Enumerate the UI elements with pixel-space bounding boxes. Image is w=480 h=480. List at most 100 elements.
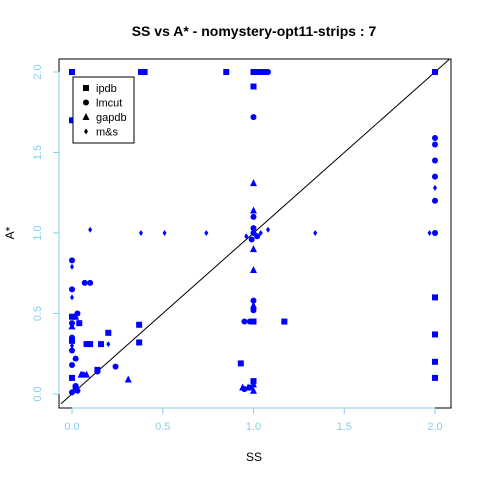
y-tick-label: 0.5 <box>32 306 44 321</box>
point-square <box>237 360 244 367</box>
point-triangle <box>124 375 132 383</box>
point-square <box>432 294 438 301</box>
point-square <box>281 318 288 325</box>
point-circle <box>81 279 88 286</box>
point-circle <box>248 236 255 243</box>
point-square <box>136 339 143 346</box>
point-cross <box>266 226 271 233</box>
legend-symbol-cross <box>84 128 88 135</box>
point-cross <box>162 230 167 236</box>
legend-symbol-circle <box>83 99 89 106</box>
point-circle <box>69 334 75 341</box>
point-circle <box>432 197 438 204</box>
legend-symbol-triangle <box>82 113 90 120</box>
point-triangle <box>250 206 257 214</box>
data-points <box>68 69 438 396</box>
point-circle <box>432 173 438 180</box>
point-triangle <box>250 301 257 309</box>
x-tick-label: 1.0 <box>246 421 261 433</box>
x-tick-label: 1.5 <box>337 421 352 433</box>
point-square <box>83 341 90 348</box>
point-square <box>137 69 144 75</box>
point-circle <box>250 114 257 121</box>
point-circle <box>254 233 261 240</box>
point-square <box>69 117 75 124</box>
point-cross <box>88 226 93 233</box>
x-tick-label: 0.0 <box>64 421 79 433</box>
legend-symbol-square <box>83 85 89 91</box>
point-square <box>432 358 438 365</box>
point-cross <box>258 230 263 236</box>
y-tick-label: 1.5 <box>32 145 44 160</box>
point-square <box>250 318 257 325</box>
point-cross <box>70 263 74 270</box>
point-circle <box>432 157 438 164</box>
point-circle <box>432 141 438 148</box>
point-triangle <box>72 312 80 320</box>
legend-label: ipdb <box>96 83 117 95</box>
point-circle <box>72 382 79 389</box>
point-square <box>98 341 105 348</box>
legend-label: lmcut <box>96 98 122 110</box>
point-circle <box>432 135 438 142</box>
point-circle <box>250 213 257 220</box>
point-circle <box>250 225 257 232</box>
chart-title: SS vs A* - nomystery-opt11-strips : 7 <box>132 23 377 39</box>
point-square <box>76 320 83 327</box>
point-square <box>255 69 262 75</box>
point-square <box>223 69 230 75</box>
y-axis-label: A* <box>3 226 17 239</box>
point-cross <box>70 294 74 301</box>
point-square <box>432 374 438 381</box>
point-triangle <box>77 370 85 378</box>
point-triangle <box>239 383 247 391</box>
point-triangle <box>250 266 257 274</box>
legend-label: gapdb <box>96 112 127 124</box>
point-circle <box>250 69 257 75</box>
point-cross <box>106 341 111 348</box>
point-triangle <box>68 322 76 330</box>
y-tick-label: 0.0 <box>32 386 44 401</box>
point-circle <box>69 257 75 264</box>
point-square <box>432 69 438 75</box>
point-circle <box>112 363 119 370</box>
point-square <box>432 331 438 338</box>
point-circle <box>265 69 272 75</box>
legend-label: m&s <box>96 127 119 139</box>
point-cross <box>204 230 209 236</box>
point-circle <box>241 318 248 325</box>
y-tick-label: 1.0 <box>32 225 44 240</box>
point-circle <box>94 368 101 375</box>
point-cross <box>138 230 143 236</box>
point-circle <box>246 318 253 325</box>
point-triangle <box>250 245 257 253</box>
point-triangle <box>244 383 252 391</box>
point-circle <box>259 69 266 75</box>
point-circle <box>74 387 81 394</box>
point-square <box>105 329 112 336</box>
y-tick-label: 2.0 <box>32 64 44 79</box>
point-triangle <box>250 380 257 388</box>
point-cross <box>70 342 74 349</box>
point-square <box>250 83 257 90</box>
point-circle <box>69 389 75 396</box>
point-circle <box>69 286 75 293</box>
point-square <box>87 341 94 348</box>
point-circle <box>69 347 75 354</box>
point-square <box>141 69 148 75</box>
point-triangle <box>250 386 257 394</box>
point-triangle <box>250 179 257 187</box>
x-tick-label: 2.0 <box>427 421 442 433</box>
point-circle <box>250 307 257 314</box>
point-square <box>69 337 75 344</box>
point-cross <box>244 233 249 240</box>
point-circle <box>250 297 257 304</box>
point-triangle <box>83 370 91 378</box>
x-axis-ticks: 0.0 0.5 1.0 1.5 2.0 <box>64 408 443 433</box>
point-cross <box>433 184 437 191</box>
y-axis-ticks: 0.0 0.5 1.0 1.5 2.0 <box>32 64 59 402</box>
point-cross <box>427 230 432 236</box>
point-square <box>136 321 143 328</box>
point-circle <box>72 355 79 362</box>
